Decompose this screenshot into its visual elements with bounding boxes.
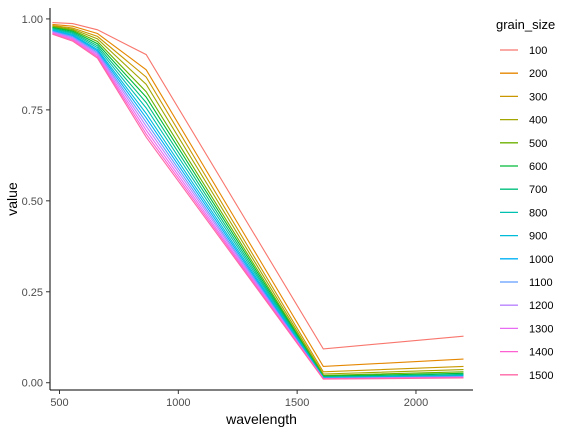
x-ticks: 500 1000 1500 2000 (50, 390, 428, 409)
y-ticks: 0.00 0.25 0.50 0.75 1.00 (22, 14, 50, 390)
legend-label: 900 (529, 231, 547, 243)
legend-label: 1100 (529, 277, 553, 289)
legend-item: 1300 (500, 323, 553, 335)
legend-item: 900 (500, 231, 547, 243)
legend-label: 1300 (529, 323, 553, 335)
legend-item: 300 (500, 91, 547, 103)
legend-label: 1200 (529, 300, 553, 312)
legend-item: 1400 (500, 347, 553, 359)
legend-item: 1500 (500, 370, 553, 382)
legend-item: 1000 (500, 254, 553, 266)
legend-item: 700 (500, 184, 547, 196)
legend-label: 700 (529, 184, 547, 196)
legend: grain_size 10020030040050060070080090010… (496, 17, 555, 382)
legend-item: 1200 (500, 300, 553, 312)
y-tick-label: 0.00 (22, 378, 43, 390)
legend-label: 100 (529, 45, 547, 57)
legend-label: 1400 (529, 347, 553, 359)
series-line-300 (52, 24, 464, 373)
legend-label: 1500 (529, 370, 553, 382)
legend-item: 200 (500, 68, 547, 80)
legend-label: 500 (529, 138, 547, 150)
legend-label: 300 (529, 91, 547, 103)
legend-label: 200 (529, 68, 547, 80)
axes: 500 1000 1500 2000 0.00 0.25 0.50 0.75 1.00 (22, 8, 473, 409)
y-tick-label: 1.00 (22, 14, 43, 26)
x-tick-label: 2000 (404, 397, 428, 409)
legend-item: 1100 (500, 277, 553, 289)
legend-item: 400 (500, 115, 547, 127)
legend-label: 600 (529, 161, 547, 173)
legend-item: 600 (500, 161, 547, 173)
legend-item: 500 (500, 138, 547, 150)
series-line-900 (52, 29, 464, 379)
series-line-400 (52, 25, 464, 375)
x-tick-label: 1500 (285, 397, 309, 409)
legend-label: 1000 (529, 254, 553, 266)
series-line-500 (52, 26, 464, 376)
series-line-100 (52, 22, 464, 350)
y-tick-label: 0.50 (22, 196, 43, 208)
series-line-600 (52, 27, 464, 377)
x-tick-label: 1000 (166, 397, 190, 409)
legend-label: 400 (529, 115, 547, 127)
series-line-200 (52, 23, 464, 367)
legend-label: 800 (529, 207, 547, 219)
legend-title: grain_size (496, 17, 555, 32)
y-tick-label: 0.25 (22, 287, 43, 299)
legend-item: 800 (500, 207, 547, 219)
legend-items: 100 200 300 400 500 600 700 800 900 1000 1100 1200 1… (500, 45, 553, 382)
x-axis-title: wavelength (225, 411, 297, 427)
legend-item: 100 (500, 45, 547, 57)
plot-lines (52, 22, 464, 380)
y-tick-label: 0.75 (22, 105, 43, 117)
y-axis-title: value (4, 182, 20, 216)
series-line-1500 (52, 33, 464, 380)
x-tick-label: 500 (50, 397, 68, 409)
